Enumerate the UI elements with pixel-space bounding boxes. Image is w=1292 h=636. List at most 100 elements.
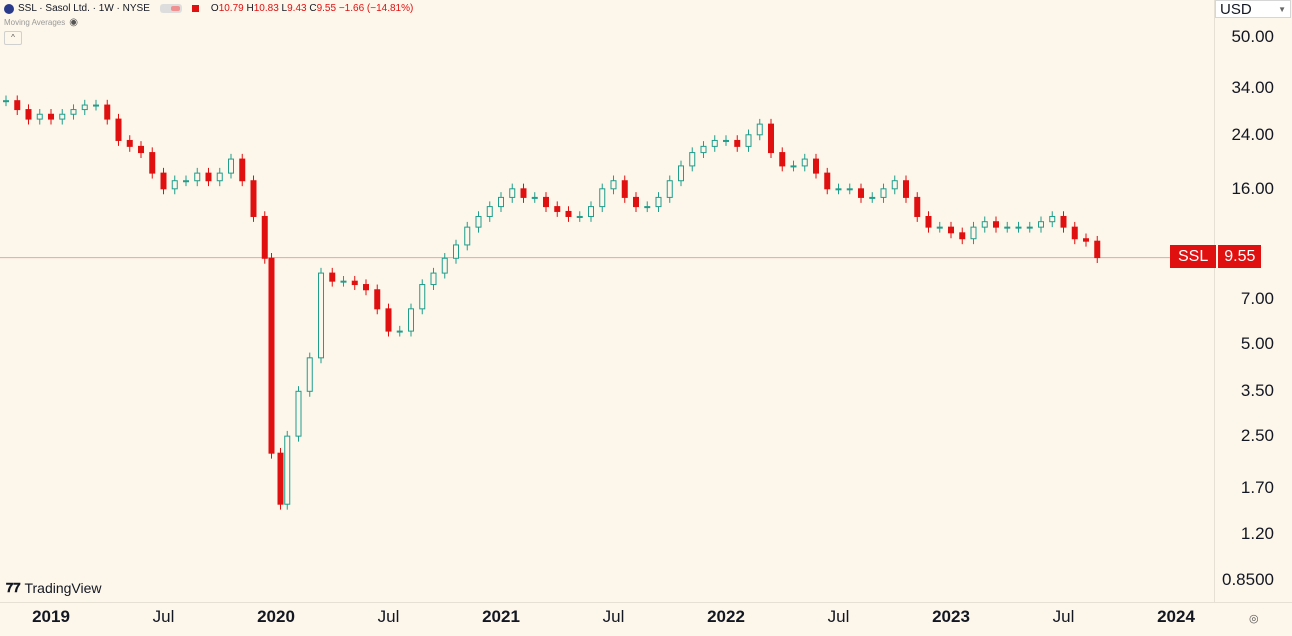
last-price-tag: SSL 9.55 (1170, 245, 1262, 268)
y-tick-label: 50.00 (1231, 26, 1274, 46)
candle-body (531, 196, 538, 199)
candle-body (1083, 238, 1089, 242)
candle-body (1015, 226, 1022, 229)
symbol-logo-icon (4, 3, 14, 14)
candle-body (205, 172, 212, 182)
x-tick-label: 2022 (707, 607, 745, 626)
candle-body (993, 221, 999, 228)
candle-body (768, 123, 774, 154)
x-tick-label: 2020 (257, 607, 295, 626)
candle-body (835, 188, 842, 191)
x-tick-label: 2023 (932, 607, 970, 626)
y-tick-label: 3.50 (1240, 381, 1274, 401)
x-tick-label: Jul (827, 607, 850, 626)
candle-body (104, 104, 111, 120)
y-tick-label: 0.8500 (1222, 569, 1274, 589)
candle-body (700, 145, 707, 154)
candle-body (160, 172, 167, 190)
candle-body (340, 280, 347, 283)
candle-body (475, 215, 482, 228)
candle-body (880, 188, 887, 198)
candle-body (846, 188, 853, 191)
symbol-legend: SSL · Sasol Ltd. · 1W · NYSE O10.79 H10.… (4, 3, 413, 14)
ohlc-values: O10.79 H10.83 L9.43 C9.55 −1.66 (−14.81%… (210, 3, 414, 14)
candle-body (813, 158, 819, 174)
candle-body (565, 210, 572, 217)
eye-icon[interactable]: ◉ (69, 17, 78, 28)
candle-body (268, 257, 275, 454)
candle-body (228, 158, 234, 174)
candle-body (903, 180, 909, 198)
change-value: −1.66 (−14.81%) (338, 3, 414, 14)
candle-body (554, 206, 561, 212)
candle-body (261, 215, 268, 259)
candle-body (824, 172, 831, 190)
candle-body (599, 188, 606, 208)
candle-body (745, 134, 752, 147)
y-tick-label: 24.00 (1231, 124, 1274, 144)
candle-body (70, 109, 77, 115)
indicator-label: Moving Averages (4, 18, 66, 27)
x-tick-label: Jul (377, 607, 400, 626)
candles-layer (3, 95, 1101, 510)
candle-body (1038, 221, 1044, 228)
currency-label: USD (1220, 0, 1252, 18)
settings-icon[interactable]: ◎ (1249, 613, 1259, 625)
collapse-legend-button[interactable]: ^ (4, 31, 22, 45)
candle-body (678, 165, 684, 182)
candle-body (498, 196, 504, 208)
y-tick-label: 34.00 (1231, 78, 1274, 98)
candle-body (914, 196, 921, 217)
candle-body (351, 280, 358, 286)
candle-body (374, 289, 381, 310)
candle-body (430, 272, 437, 286)
candle-body (869, 196, 876, 199)
candle-body (171, 180, 178, 190)
symbol-title[interactable]: SSL · Sasol Ltd. · 1W · NYSE (18, 3, 150, 14)
candle-body (666, 180, 673, 198)
candle-body (858, 188, 864, 198)
indicator-row[interactable]: Moving Averages ◉ (4, 17, 78, 28)
y-tick-label: 5.00 (1240, 333, 1274, 353)
candle-body (126, 139, 133, 147)
candle-body (621, 180, 628, 198)
y-tick-label: 16.00 (1231, 178, 1274, 198)
price-tag-symbol: SSL (1170, 245, 1217, 268)
candle-body (588, 206, 594, 217)
tradingview-logo-icon: 𝟕𝟕 (6, 580, 21, 595)
candle-body (891, 180, 898, 190)
y-tick-label: 2.50 (1240, 426, 1274, 446)
candle-body (711, 139, 718, 147)
candle-body (36, 113, 43, 120)
currency-select[interactable]: USD ▼ (1215, 0, 1291, 18)
candle-body (277, 452, 284, 505)
candle-body (1060, 215, 1067, 228)
candle-body (48, 113, 54, 120)
brand-logo[interactable]: 𝟕𝟕 TradingView (6, 580, 102, 596)
candle-body (329, 272, 336, 282)
x-tick-label: Jul (602, 607, 625, 626)
candle-body (363, 284, 369, 291)
chevron-down-icon: ▼ (1278, 4, 1286, 14)
price-axis-border (1214, 0, 1215, 602)
candle-body (655, 196, 662, 208)
candle-body (183, 180, 189, 183)
candle-body (306, 357, 313, 392)
flag-icon[interactable] (191, 5, 199, 12)
candle-body (138, 145, 144, 154)
toggle-icon[interactable] (159, 4, 182, 13)
candle-body (194, 172, 201, 182)
candle-body (576, 215, 583, 218)
x-tick-label: Jul (1052, 607, 1075, 626)
candle-body (610, 180, 617, 190)
candle-body (239, 158, 246, 182)
candle-body (948, 226, 954, 234)
candle-body (115, 118, 122, 141)
time-axis-border (0, 602, 1292, 603)
candle-body (419, 284, 426, 310)
y-tick-label: 1.70 (1240, 477, 1274, 497)
candle-body (408, 308, 414, 332)
candle-body (295, 390, 302, 437)
candle-body (801, 158, 808, 167)
